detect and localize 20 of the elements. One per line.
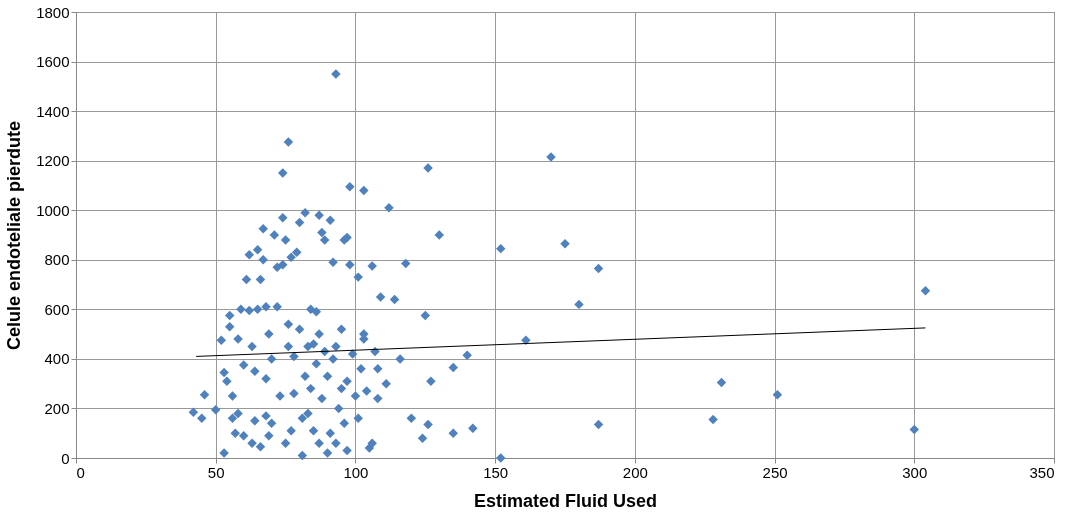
x-tick-label: 0: [76, 463, 85, 481]
x-tick-label: 300: [902, 463, 928, 481]
x-tick-label: 350: [1029, 463, 1055, 481]
y-tick-label: 1800: [36, 3, 70, 21]
y-tick-label: 200: [44, 399, 70, 417]
y-tick-label: 1200: [36, 152, 70, 170]
x-tick-label: 100: [343, 463, 369, 481]
x-axis-title: Estimated Fluid Used: [473, 490, 658, 511]
x-tick-label: 50: [207, 463, 225, 481]
y-tick-label: 600: [44, 300, 70, 318]
x-tick-label: 150: [483, 463, 509, 481]
y-tick-label: 400: [44, 350, 70, 368]
y-tick-label: 800: [44, 251, 70, 269]
y-axis-title: Celule endoteliale pierdute: [4, 120, 25, 351]
x-tick-label: 200: [622, 463, 648, 481]
y-tick-label: 1000: [36, 201, 70, 219]
y-tick-label: 1400: [36, 102, 70, 120]
x-tick-label: 250: [762, 463, 788, 481]
y-tick-label: 1600: [36, 53, 70, 71]
y-tick-label: 0: [61, 449, 70, 467]
